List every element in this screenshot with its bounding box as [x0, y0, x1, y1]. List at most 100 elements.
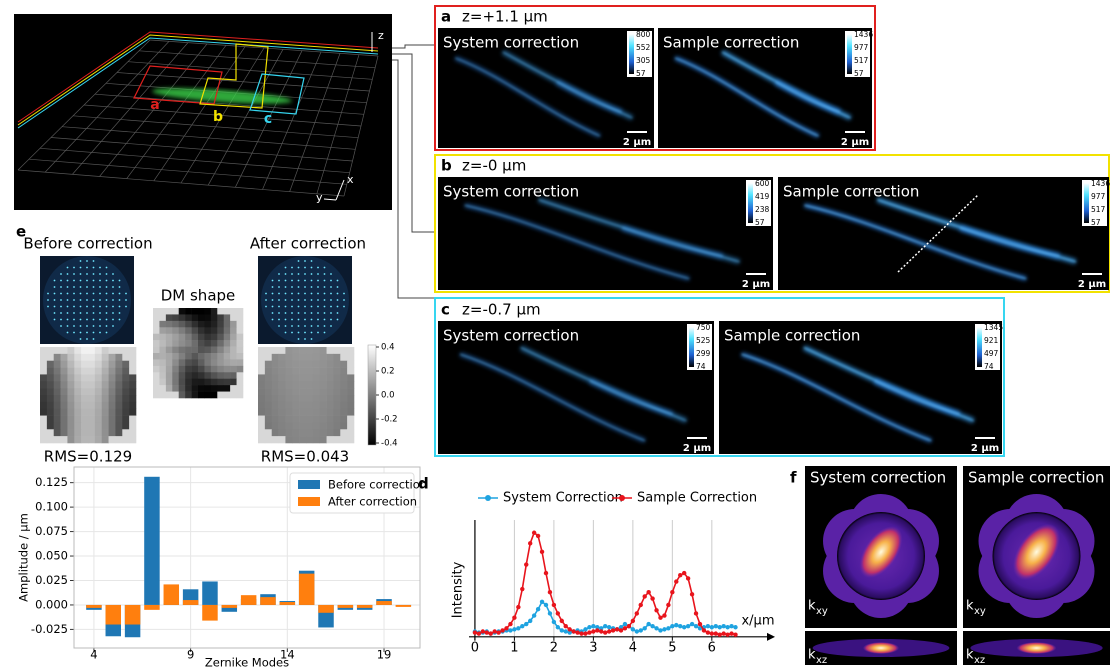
- pupil-pixel: [204, 372, 211, 379]
- pupil-pixel: [299, 347, 306, 354]
- pupil-pixel: [67, 416, 74, 423]
- pupil-pixel: [74, 361, 81, 368]
- pupil-pixel: [320, 347, 327, 354]
- pupil-pixel: [88, 422, 95, 429]
- spot: [343, 293, 345, 295]
- pupil-pixel: [81, 381, 88, 388]
- pupil-pixel: [54, 436, 61, 443]
- pupil-pixel: [67, 409, 74, 416]
- y-tick-label: 0.100: [35, 500, 68, 514]
- pupil-pixel: [320, 368, 327, 375]
- pupil-pixel: [204, 308, 211, 315]
- pupil-pixel: [279, 347, 286, 354]
- spot: [265, 306, 267, 308]
- pupil-pixel: [230, 379, 237, 386]
- pupil-pixel: [320, 409, 327, 416]
- pupil-pixel: [40, 347, 47, 354]
- roi-label: c: [264, 111, 272, 127]
- spot: [93, 273, 95, 275]
- colorbar-tick: 57: [854, 69, 864, 78]
- spot: [119, 306, 121, 308]
- spot: [285, 286, 287, 288]
- pupil-pixel: [47, 409, 54, 416]
- line-point: [500, 628, 504, 632]
- pupil-pixel: [272, 402, 279, 409]
- pupil-pixel: [159, 327, 166, 334]
- pupil-pixel: [327, 347, 334, 354]
- scale-bar-label: 2 μm: [971, 443, 999, 454]
- pupil-pixel: [292, 388, 299, 395]
- spot: [99, 306, 101, 308]
- pupil-pixel: [74, 402, 81, 409]
- pupil-pixel: [159, 379, 166, 386]
- pupil-pixel: [95, 436, 102, 443]
- spot: [291, 273, 293, 275]
- pupil-pixel: [285, 436, 292, 443]
- spot: [278, 306, 280, 308]
- pupil-pixel: [61, 368, 68, 375]
- spot: [343, 306, 345, 308]
- x-tick-label: 1: [510, 641, 518, 656]
- pupil-pixel: [217, 379, 224, 386]
- line-point: [516, 605, 520, 609]
- pupil-pixel: [292, 416, 299, 423]
- colorbar: [629, 34, 634, 74]
- spot: [60, 319, 62, 321]
- panel-letter: b: [441, 157, 452, 175]
- pupil-pixel: [61, 354, 68, 361]
- pupil-pixel: [88, 395, 95, 402]
- y-tick-label: -0.025: [31, 622, 68, 636]
- pupil-pixel: [217, 372, 224, 379]
- pupil-pixel: [179, 385, 186, 392]
- pupil-pixel: [74, 416, 81, 423]
- line-point: [492, 629, 496, 633]
- spot: [80, 260, 82, 262]
- pupil-pixel: [217, 353, 224, 360]
- pupil-pixel: [313, 361, 320, 368]
- spot: [99, 312, 101, 314]
- pupil-pixel: [166, 353, 173, 360]
- pupil-pixel: [230, 334, 237, 341]
- pupil-pixel: [198, 359, 205, 366]
- pupil-pixel: [237, 334, 244, 341]
- pupil-pixel: [327, 368, 334, 375]
- pupil-pixel: [306, 361, 313, 368]
- pupil-pixel: [67, 429, 74, 436]
- bar: [338, 605, 353, 608]
- pupil-pixel: [230, 340, 237, 347]
- psf-xz-core: [863, 642, 899, 654]
- line-point: [710, 631, 714, 635]
- spot: [298, 319, 300, 321]
- panel-depth: z=-0.7 μm: [462, 301, 541, 319]
- pupil-pixel: [299, 395, 306, 402]
- pupil-pixel: [265, 422, 272, 429]
- pupil-pixel: [47, 422, 54, 429]
- pupil-pixel: [179, 321, 186, 328]
- line-point: [650, 596, 654, 600]
- spot: [86, 280, 88, 282]
- pupil-pixel: [40, 374, 47, 381]
- spot: [67, 286, 69, 288]
- pupil-pixel: [258, 395, 265, 402]
- colorbar: [689, 327, 694, 367]
- pupil-pixel: [224, 359, 231, 366]
- spot: [54, 293, 56, 295]
- pupil-pixel: [122, 416, 129, 423]
- pupil-pixel: [40, 354, 47, 361]
- spot: [311, 286, 313, 288]
- pupil-pixel: [159, 385, 166, 392]
- spot: [317, 319, 319, 321]
- y-axis-title: Amplitude / μm: [17, 513, 31, 602]
- pupil-pixel: [333, 368, 340, 375]
- pupil-pixel: [153, 327, 160, 334]
- pupil-pixel: [272, 429, 279, 436]
- pupil-pixel: [74, 368, 81, 375]
- pupil-pixel: [198, 334, 205, 341]
- spot: [330, 299, 332, 301]
- line-point: [532, 613, 536, 617]
- pupil-pixel: [327, 381, 334, 388]
- pupil-pixel: [109, 374, 116, 381]
- pupil-pixel: [333, 402, 340, 409]
- line-point: [619, 628, 623, 632]
- spot: [119, 286, 121, 288]
